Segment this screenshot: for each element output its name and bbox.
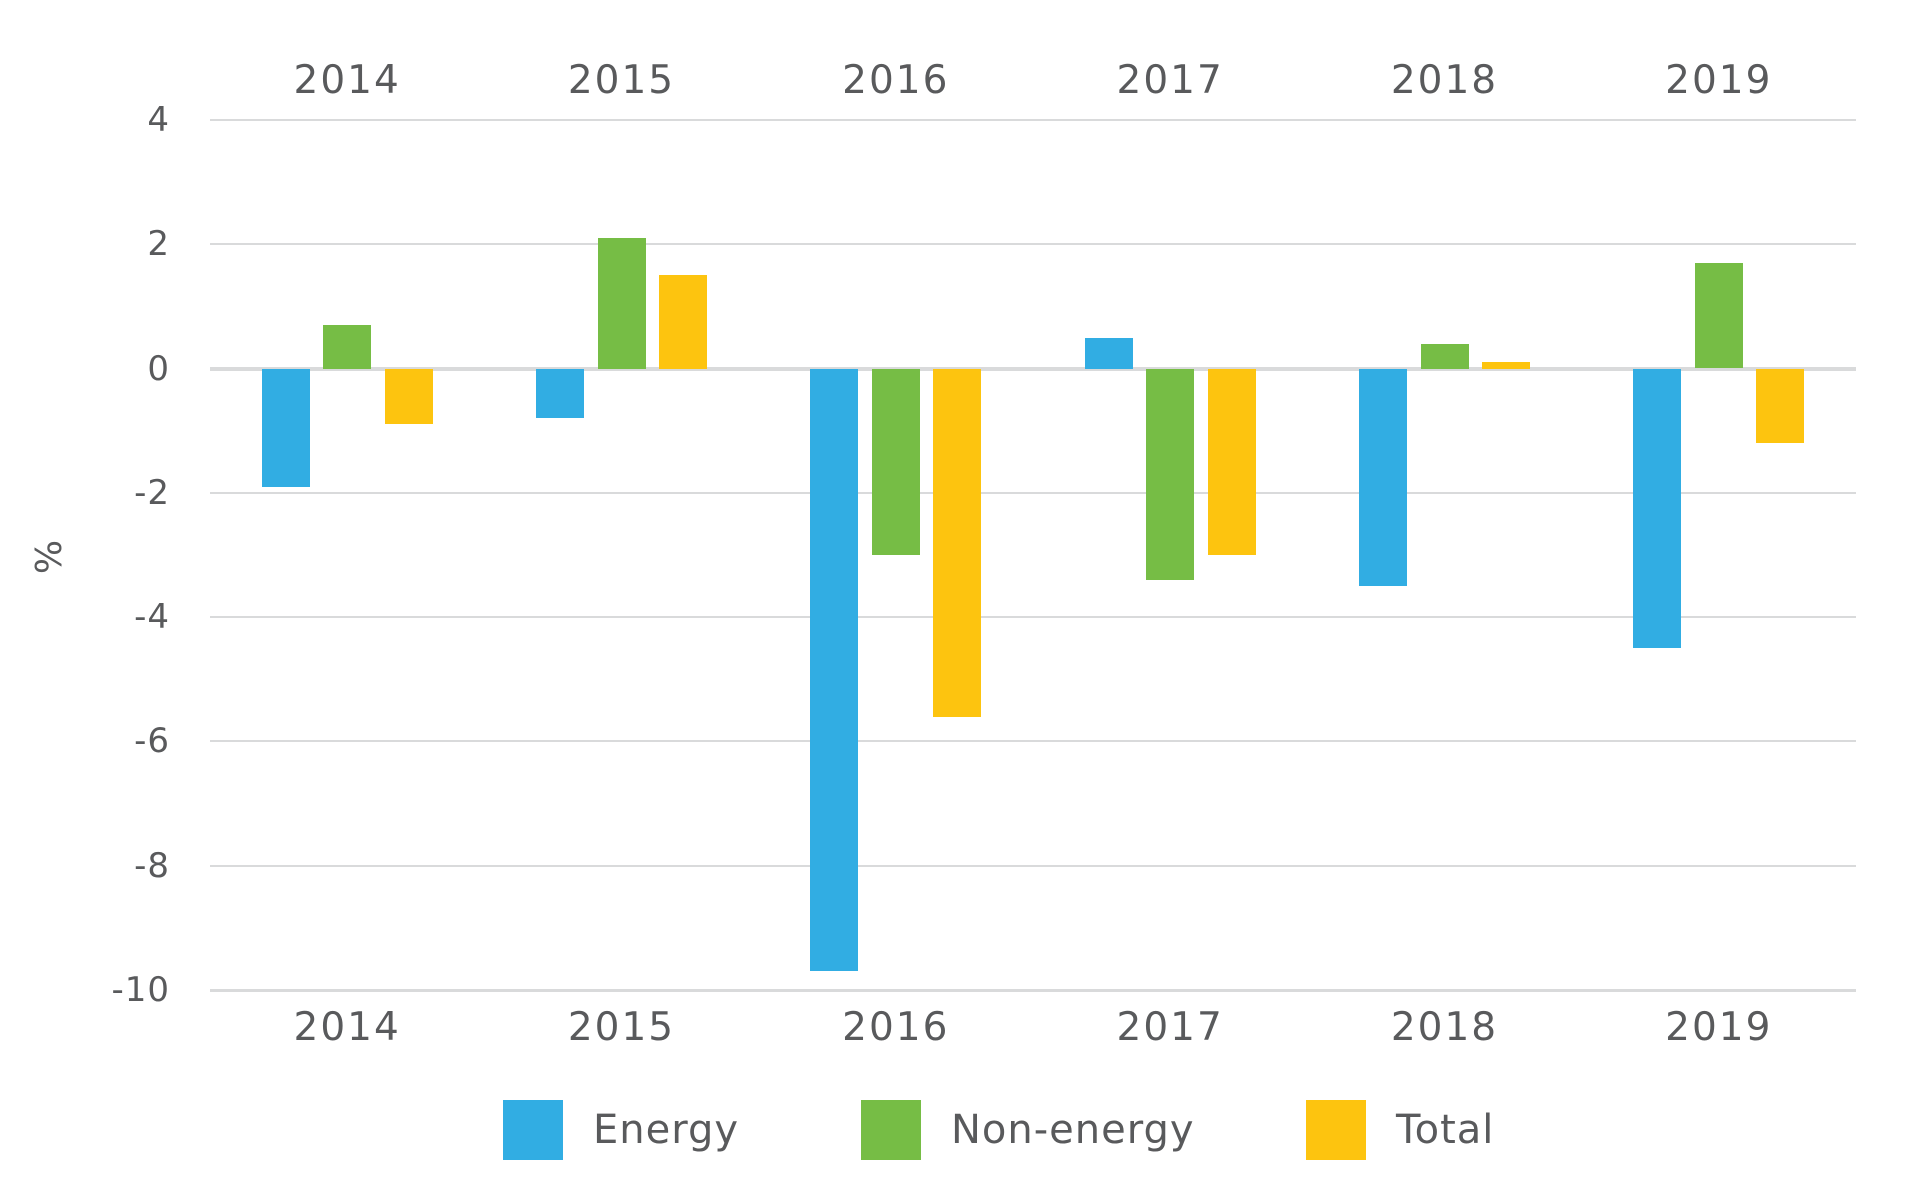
y-axis-tick-label--10: -10 <box>111 970 170 1010</box>
x-axis-label-top-2019: 2019 <box>1665 58 1773 103</box>
gridline-2 <box>210 243 1856 246</box>
x-axis-label-bottom-2017: 2017 <box>1116 1005 1224 1050</box>
x-axis-label-top-2016: 2016 <box>842 58 950 103</box>
legend-swatch-total <box>1306 1100 1366 1160</box>
legend-swatch-non-energy <box>861 1100 921 1160</box>
y-axis-tick-label-2: 2 <box>147 224 170 265</box>
bar-total-2018 <box>1482 362 1530 369</box>
bar-non-energy-2016 <box>871 368 920 555</box>
y-axis-tick-label-0: 0 <box>147 348 170 389</box>
x-axis-label-bottom-2015: 2015 <box>567 1005 676 1050</box>
bar-non-energy-2015 <box>597 238 646 369</box>
y-axis-tick-label--6: -6 <box>134 721 170 762</box>
y-axis-tick-label--8: -8 <box>134 845 170 886</box>
legend-label-total: Total <box>1396 1107 1495 1153</box>
bar-energy-2017 <box>1084 337 1133 369</box>
bar-total-2017 <box>1207 368 1256 555</box>
bar-total-2015 <box>659 275 707 369</box>
bar-non-energy-2018 <box>1420 343 1469 369</box>
gridline--2 <box>210 491 1856 494</box>
y-axis-tick-label--4: -4 <box>134 597 170 638</box>
bar-energy-2018 <box>1359 368 1407 587</box>
bar-energy-2014 <box>261 368 310 487</box>
x-axis-label-bottom-2018: 2018 <box>1390 1005 1499 1050</box>
x-axis-label-bottom-2014: 2014 <box>293 1005 401 1050</box>
gridline-0 <box>210 366 1856 371</box>
bar-total-2014 <box>384 368 433 425</box>
x-axis-label-top-2017: 2017 <box>1116 58 1224 103</box>
legend-label-energy: Energy <box>593 1107 740 1153</box>
gridline-4 <box>210 119 1856 121</box>
legend-item-energy: Energy <box>503 1100 739 1160</box>
bar-energy-2019 <box>1633 368 1682 649</box>
gridline--8 <box>210 864 1856 867</box>
legend-item-non-energy: Non-energy <box>861 1100 1195 1160</box>
gridline--10 <box>210 988 1856 992</box>
x-axis-label-top-2018: 2018 <box>1390 58 1499 103</box>
y-axis-title: % <box>29 539 70 575</box>
bar-energy-2016 <box>810 368 859 972</box>
legend-item-total: Total <box>1306 1100 1494 1160</box>
bar-total-2016 <box>933 368 982 717</box>
x-axis-label-top-2015: 2015 <box>567 58 676 103</box>
bar-non-energy-2017 <box>1146 368 1195 580</box>
gridline--4 <box>210 616 1856 619</box>
bar-total-2019 <box>1756 368 1805 444</box>
bar-energy-2015 <box>536 368 584 419</box>
x-axis-label-bottom-2019: 2019 <box>1665 1005 1773 1050</box>
y-axis-tick-label--2: -2 <box>134 472 170 513</box>
bar-non-energy-2014 <box>323 325 372 369</box>
x-axis-label-top-2014: 2014 <box>293 58 401 103</box>
legend-label-non-energy: Non-energy <box>951 1107 1195 1153</box>
bar-non-energy-2019 <box>1694 262 1743 369</box>
x-axis-label-bottom-2016: 2016 <box>842 1005 950 1050</box>
legend-swatch-energy <box>503 1100 563 1160</box>
y-axis-tick-label-4: 4 <box>147 100 170 140</box>
gridline--6 <box>210 740 1856 743</box>
